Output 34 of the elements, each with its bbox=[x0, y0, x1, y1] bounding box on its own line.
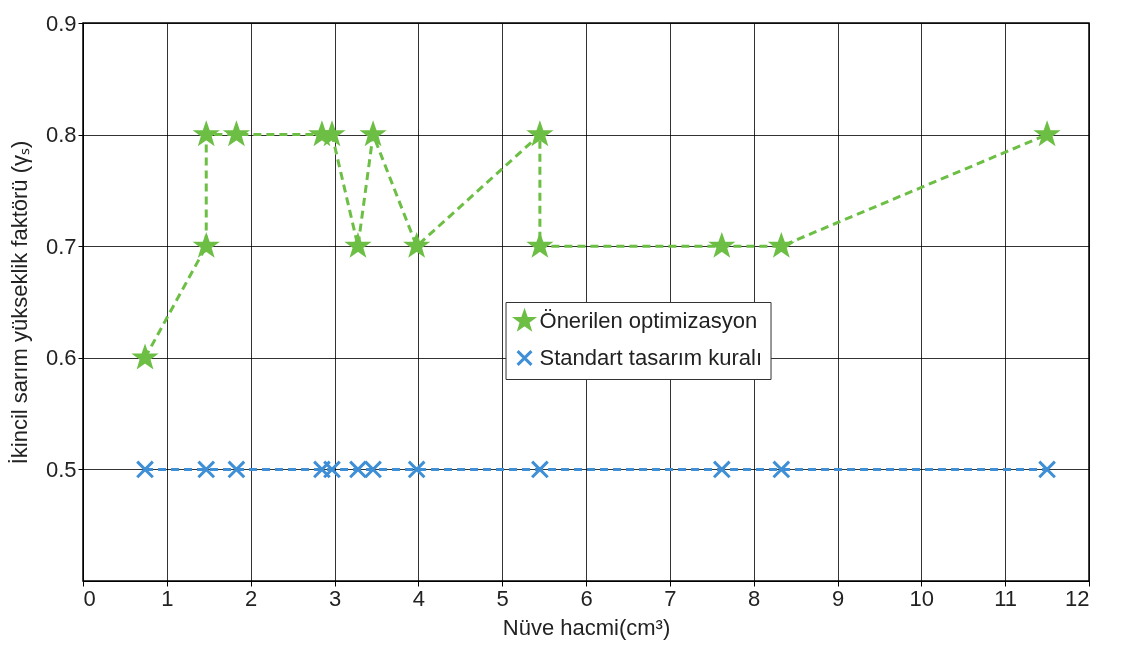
point bbox=[227, 460, 246, 479]
point bbox=[196, 460, 216, 479]
legend-label: Standart tasarım kuralı bbox=[539, 345, 763, 370]
y-tick-label: 0.8 bbox=[45, 122, 77, 148]
x-tick-label: 6 bbox=[580, 585, 593, 611]
point bbox=[530, 460, 550, 479]
y-tick-label: 0.6 bbox=[45, 345, 77, 371]
x-tick-label: 12 bbox=[1065, 585, 1090, 611]
x-tick-label: 8 bbox=[748, 585, 761, 611]
x-tick-label: 10 bbox=[909, 585, 935, 611]
legend-label: Önerilen optimizasyon bbox=[539, 308, 758, 333]
point bbox=[712, 460, 732, 479]
x-tick-label: 4 bbox=[412, 585, 425, 611]
x-tick-label: 1 bbox=[161, 585, 174, 611]
x-axis-title: Nüve hacmi(cm³) bbox=[502, 614, 671, 640]
y-tick-label: 0.5 bbox=[45, 456, 77, 482]
x-tick-label: 9 bbox=[831, 585, 845, 611]
x-tick-label: 11 bbox=[994, 585, 1018, 611]
y-tick-label: 0.7 bbox=[45, 233, 77, 259]
y-axis-title: İkincil sarım yükseklik faktörü (γₛ) bbox=[6, 140, 32, 465]
x-tick-label: 0 bbox=[83, 585, 96, 611]
point bbox=[312, 460, 332, 479]
point bbox=[1037, 460, 1057, 479]
y-tick-label: 0.9 bbox=[45, 10, 77, 36]
x-tick-label: 3 bbox=[328, 585, 342, 611]
x-tick-label: 7 bbox=[664, 585, 677, 611]
x-tick-label: 5 bbox=[496, 585, 509, 611]
point bbox=[768, 232, 795, 258]
point bbox=[135, 460, 155, 479]
point bbox=[322, 460, 342, 479]
point bbox=[772, 460, 791, 479]
point bbox=[407, 460, 426, 479]
point bbox=[403, 232, 430, 258]
x-tick-label: 2 bbox=[245, 585, 258, 611]
